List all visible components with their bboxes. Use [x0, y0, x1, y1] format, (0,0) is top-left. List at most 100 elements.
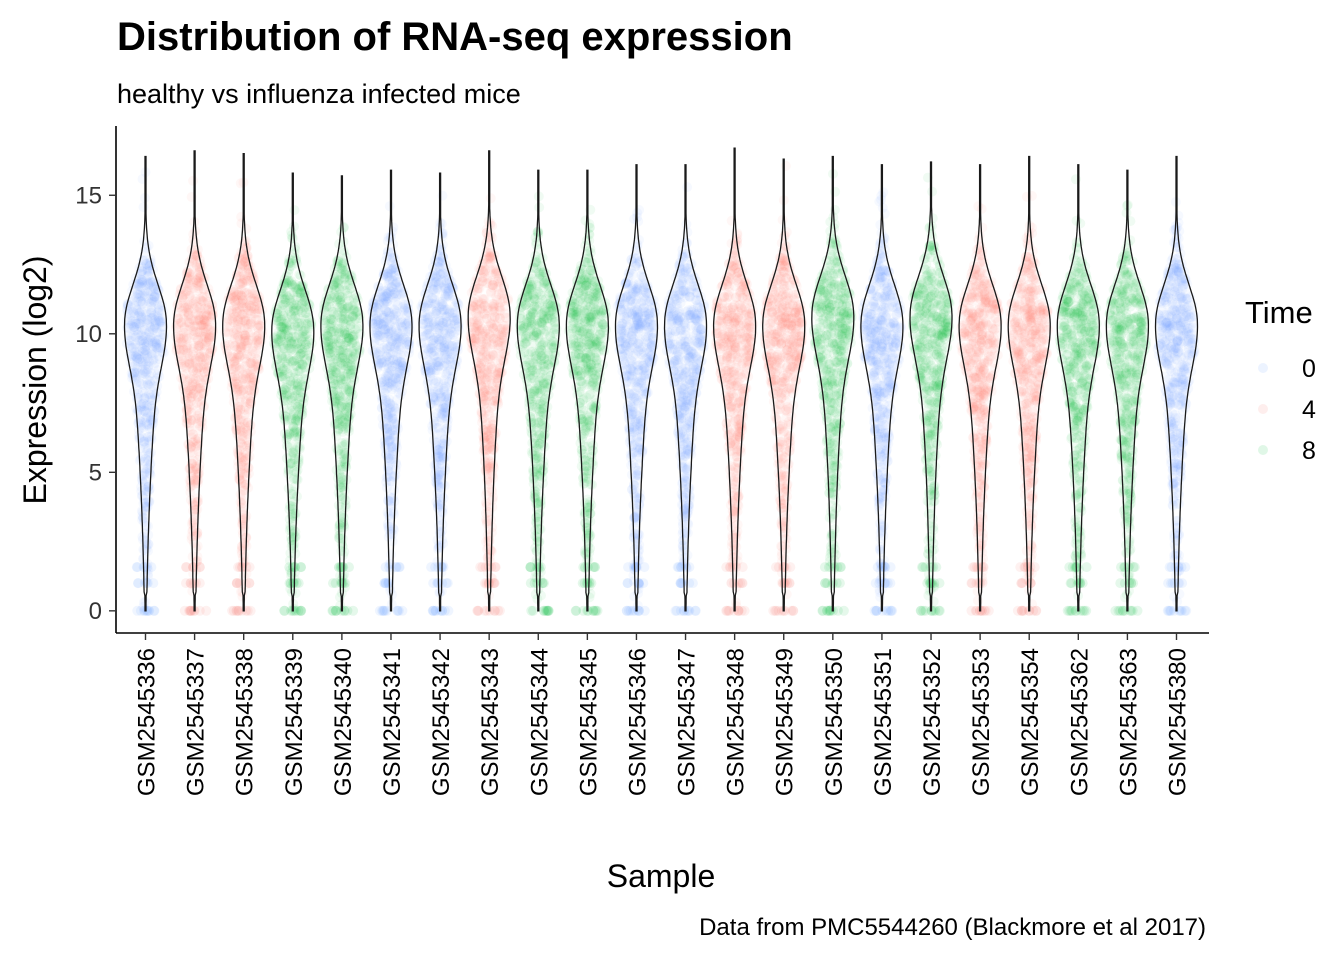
data-point: [484, 332, 495, 343]
data-point: [348, 605, 359, 616]
data-point: [376, 310, 387, 320]
data-point: [144, 286, 155, 297]
data-point: [529, 293, 540, 304]
data-point: [287, 405, 298, 416]
data-point: [289, 205, 300, 216]
data-point: [545, 330, 556, 341]
data-point: [530, 384, 541, 395]
data-point: [449, 327, 460, 338]
jitter-points: [121, 160, 1200, 616]
sample-points: [416, 190, 464, 616]
data-point: [439, 453, 449, 464]
data-point: [337, 461, 348, 472]
data-point: [241, 428, 252, 439]
data-point: [139, 324, 150, 335]
data-point: [392, 300, 403, 311]
data-point: [136, 314, 147, 325]
data-point: [327, 362, 338, 373]
data-point: [337, 441, 348, 452]
data-point: [140, 337, 151, 348]
data-point: [540, 605, 551, 616]
data-point: [130, 272, 141, 283]
data-point: [478, 346, 489, 357]
data-point: [525, 562, 536, 573]
data-point: [142, 287, 153, 298]
data-point: [487, 363, 498, 374]
data-point: [528, 445, 539, 456]
data-point: [334, 491, 345, 502]
data-point: [489, 300, 500, 311]
data-point: [204, 330, 215, 341]
data-point: [291, 474, 302, 485]
data-point: [478, 409, 489, 420]
data-point: [134, 433, 145, 444]
data-point: [144, 334, 154, 345]
data-point: [145, 392, 156, 403]
data-point: [146, 368, 157, 379]
data-point: [292, 292, 302, 303]
data-point: [141, 364, 152, 375]
data-point: [144, 356, 154, 367]
data-point: [137, 358, 148, 369]
data-point: [181, 405, 192, 416]
data-point: [474, 283, 485, 294]
data-point: [323, 335, 334, 346]
data-point: [440, 392, 450, 403]
data-point: [345, 316, 356, 327]
data-point: [477, 272, 488, 283]
data-point: [141, 501, 151, 512]
data-point: [236, 502, 247, 513]
data-point: [549, 312, 560, 323]
data-point: [534, 430, 545, 441]
data-point: [235, 323, 246, 334]
data-point: [477, 294, 488, 305]
data-point: [137, 331, 148, 342]
data-point: [136, 379, 146, 390]
data-point: [447, 307, 458, 318]
sample-points: [563, 204, 612, 616]
data-point: [388, 380, 398, 391]
data-point: [198, 363, 209, 374]
data-point: [348, 331, 359, 342]
data-point: [171, 344, 182, 355]
data-point: [437, 491, 447, 502]
data-point: [396, 357, 407, 368]
data-point: [135, 276, 146, 287]
data-point: [441, 413, 452, 423]
data-point: [285, 355, 296, 366]
data-point: [143, 444, 154, 454]
data-point: [225, 308, 236, 319]
data-point: [150, 341, 160, 352]
data-point: [380, 324, 391, 335]
data-point: [188, 175, 199, 186]
data-point: [133, 350, 144, 361]
data-point: [446, 373, 457, 384]
data-point: [425, 321, 436, 332]
data-point: [138, 398, 149, 409]
data-point: [140, 505, 151, 516]
data-point: [385, 365, 396, 376]
data-point: [137, 343, 148, 354]
sample-points: [514, 191, 562, 616]
data-point: [195, 352, 206, 363]
data-point: [397, 605, 408, 616]
data-point: [141, 543, 152, 554]
data-point: [293, 366, 304, 377]
data-point: [130, 347, 141, 358]
data-point: [142, 265, 153, 276]
data-point: [145, 322, 156, 333]
data-point: [396, 320, 406, 331]
data-point: [138, 202, 149, 213]
data-point: [466, 334, 477, 345]
data-point: [437, 404, 448, 415]
data-point: [492, 312, 503, 323]
data-point: [388, 271, 399, 282]
data-point: [188, 330, 199, 341]
data-point: [549, 322, 560, 333]
data-point: [132, 562, 143, 573]
data-point: [144, 467, 155, 478]
data-point: [147, 344, 158, 355]
data-point: [479, 309, 490, 319]
sample-points: [219, 177, 268, 616]
data-point: [334, 519, 345, 530]
